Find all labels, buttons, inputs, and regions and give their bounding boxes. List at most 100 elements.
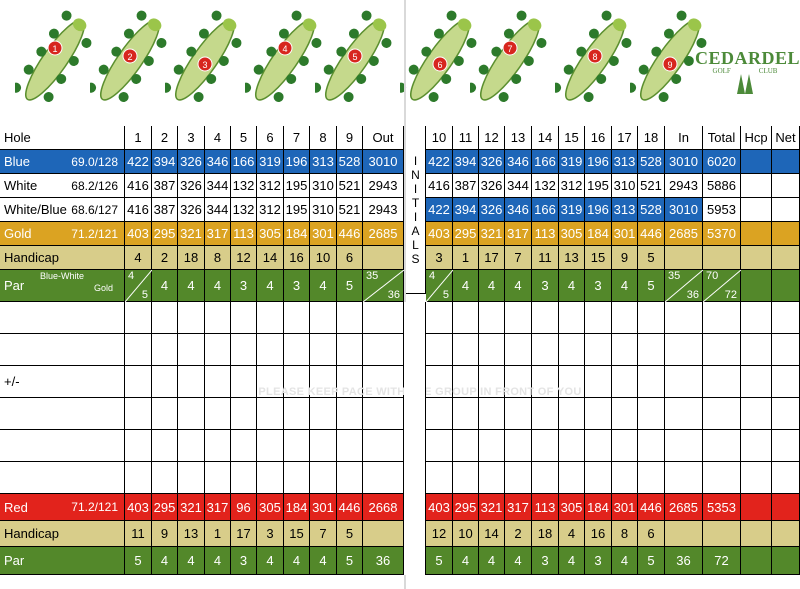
header-hole-number[interactable]: 15 xyxy=(559,126,585,150)
header-hole-number[interactable]: 18 xyxy=(638,126,665,150)
score-cell[interactable]: 4 xyxy=(612,270,638,302)
score-cell[interactable]: 446 xyxy=(337,494,363,521)
grand-total-cell[interactable] xyxy=(703,398,741,430)
score-cell[interactable] xyxy=(505,430,532,462)
header-total[interactable]: Total xyxy=(703,126,741,150)
score-cell[interactable] xyxy=(585,302,612,334)
score-cell[interactable] xyxy=(559,430,585,462)
score-cell[interactable]: 4 xyxy=(284,547,310,575)
grand-total-cell[interactable] xyxy=(703,430,741,462)
score-cell[interactable]: 4 xyxy=(152,270,178,302)
score-cell[interactable]: 317 xyxy=(505,222,532,246)
score-cell[interactable]: 305 xyxy=(559,494,585,521)
score-cell[interactable]: 10 xyxy=(453,521,479,547)
par-split-cell[interactable]: 35 36 xyxy=(665,270,703,302)
score-cell[interactable] xyxy=(310,334,337,366)
score-cell[interactable]: 317 xyxy=(205,494,231,521)
score-cell[interactable]: 3 xyxy=(231,270,257,302)
hcp-cell[interactable] xyxy=(741,366,772,398)
score-cell[interactable]: 319 xyxy=(559,198,585,222)
hcp-cell[interactable] xyxy=(741,198,772,222)
score-cell[interactable] xyxy=(231,430,257,462)
net-cell[interactable] xyxy=(772,547,800,575)
score-cell[interactable] xyxy=(152,398,178,430)
score-cell[interactable]: 195 xyxy=(284,174,310,198)
score-cell[interactable]: 4 xyxy=(257,547,284,575)
score-cell[interactable]: 4 xyxy=(559,270,585,302)
score-cell[interactable]: 326 xyxy=(178,198,205,222)
header-hole-label[interactable]: Hole xyxy=(0,126,125,150)
score-cell[interactable]: 15 xyxy=(585,246,612,270)
score-cell[interactable] xyxy=(638,302,665,334)
score-cell[interactable] xyxy=(152,302,178,334)
score-cell[interactable] xyxy=(426,430,453,462)
score-cell[interactable] xyxy=(231,366,257,398)
score-cell[interactable]: 4 xyxy=(310,270,337,302)
row-label[interactable]: Par xyxy=(0,547,125,575)
score-cell[interactable] xyxy=(152,430,178,462)
score-cell[interactable] xyxy=(205,366,231,398)
par-row-label[interactable]: Par Blue-White Gold xyxy=(0,270,125,302)
score-cell[interactable]: 528 xyxy=(337,150,363,174)
row-label[interactable]: Gold 71.2/121 xyxy=(0,222,125,246)
in-total-cell[interactable] xyxy=(665,334,703,366)
score-cell[interactable]: 521 xyxy=(337,174,363,198)
hcp-cell[interactable] xyxy=(741,494,772,521)
score-cell[interactable]: 3 xyxy=(532,270,559,302)
score-cell[interactable] xyxy=(178,334,205,366)
score-cell[interactable] xyxy=(125,398,152,430)
score-cell[interactable]: 446 xyxy=(638,494,665,521)
score-cell[interactable]: 4 xyxy=(178,270,205,302)
hcp-cell[interactable] xyxy=(741,270,772,302)
score-cell[interactable]: 196 xyxy=(585,198,612,222)
score-cell[interactable]: 184 xyxy=(284,222,310,246)
score-cell[interactable] xyxy=(178,430,205,462)
out-total-cell[interactable] xyxy=(363,521,404,547)
net-cell[interactable] xyxy=(772,398,800,430)
score-cell[interactable]: 422 xyxy=(426,150,453,174)
score-cell[interactable] xyxy=(505,398,532,430)
score-cell[interactable]: 319 xyxy=(257,150,284,174)
score-cell[interactable] xyxy=(532,398,559,430)
score-cell[interactable]: 14 xyxy=(479,521,505,547)
grand-total-cell[interactable] xyxy=(703,366,741,398)
score-cell[interactable]: 4 xyxy=(505,270,532,302)
score-cell[interactable]: 5 xyxy=(638,246,665,270)
header-hole-number[interactable]: 12 xyxy=(479,126,505,150)
score-cell[interactable] xyxy=(426,366,453,398)
row-label[interactable] xyxy=(0,430,125,462)
score-cell[interactable]: 310 xyxy=(310,174,337,198)
score-cell[interactable]: 295 xyxy=(152,494,178,521)
score-cell[interactable]: 184 xyxy=(284,494,310,521)
score-cell[interactable] xyxy=(310,302,337,334)
hcp-cell[interactable] xyxy=(741,334,772,366)
score-cell[interactable]: 528 xyxy=(638,150,665,174)
header-hcp[interactable]: Hcp xyxy=(741,126,772,150)
score-cell[interactable] xyxy=(638,462,665,494)
row-label[interactable] xyxy=(0,334,125,366)
score-cell[interactable] xyxy=(178,462,205,494)
score-cell[interactable]: 346 xyxy=(205,150,231,174)
net-cell[interactable] xyxy=(772,462,800,494)
score-cell[interactable]: 2 xyxy=(152,246,178,270)
score-cell[interactable]: 3 xyxy=(284,270,310,302)
score-cell[interactable] xyxy=(612,366,638,398)
score-cell[interactable] xyxy=(453,302,479,334)
score-cell[interactable]: 196 xyxy=(585,150,612,174)
score-cell[interactable]: 321 xyxy=(178,494,205,521)
score-cell[interactable] xyxy=(257,366,284,398)
header-hole-number[interactable]: 9 xyxy=(337,126,363,150)
header-hole-number[interactable]: 5 xyxy=(231,126,257,150)
score-cell[interactable] xyxy=(152,334,178,366)
score-cell[interactable] xyxy=(505,302,532,334)
score-cell[interactable] xyxy=(479,302,505,334)
score-cell[interactable] xyxy=(585,462,612,494)
score-cell[interactable] xyxy=(231,398,257,430)
score-cell[interactable]: 326 xyxy=(479,198,505,222)
score-cell[interactable]: 5 xyxy=(638,270,665,302)
hcp-cell[interactable] xyxy=(741,246,772,270)
score-cell[interactable] xyxy=(638,430,665,462)
score-cell[interactable]: 403 xyxy=(426,222,453,246)
score-cell[interactable]: 2 xyxy=(505,521,532,547)
